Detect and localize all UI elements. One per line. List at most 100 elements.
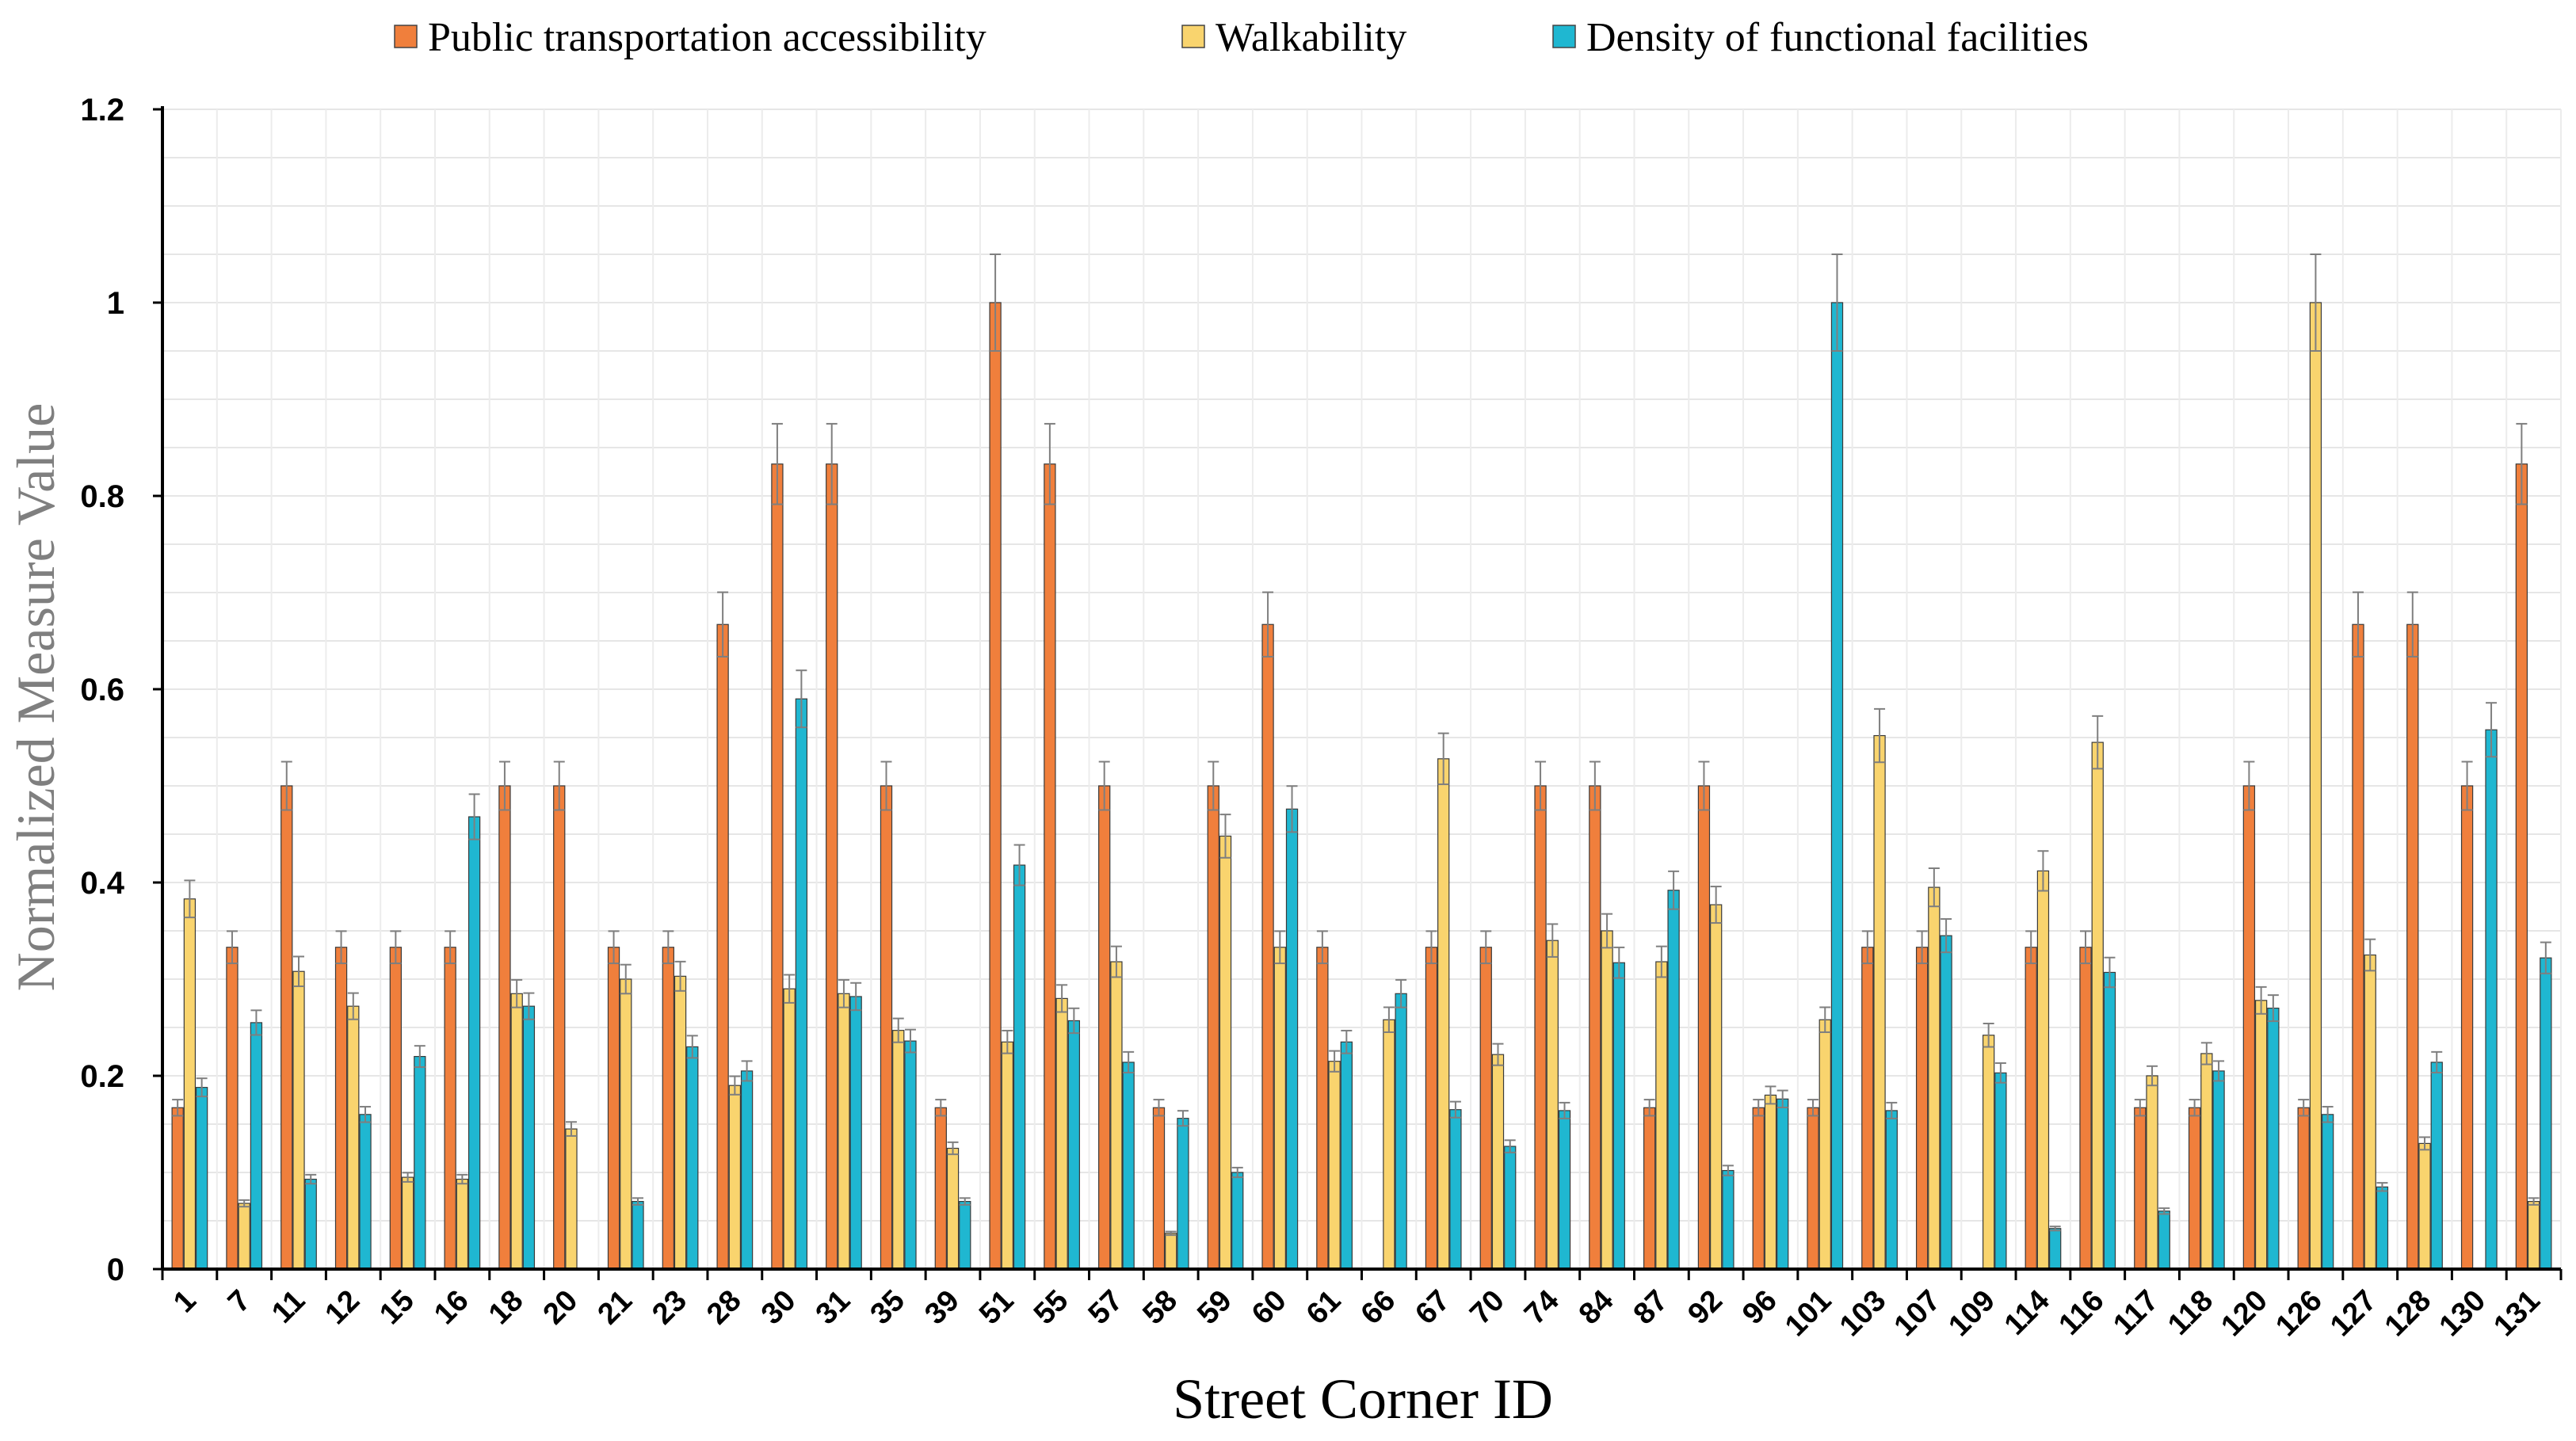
bar-12-0 [826, 463, 838, 1270]
bar-25-1 [1546, 940, 1559, 1270]
bar-4-1 [401, 1176, 414, 1270]
bar-9-1 [674, 975, 687, 1270]
bar-38-1 [2254, 1000, 2268, 1270]
bar-9-2 [686, 1046, 699, 1270]
bar-43-2 [2540, 957, 2552, 1270]
bar-23-0 [1425, 947, 1438, 1270]
bar-41-1 [2418, 1142, 2431, 1270]
bar-1-0 [226, 947, 239, 1270]
x-tick-labels: 1 7 11 12 15 16 18 20 21 23 28 30 31 35 39 51 55 57 58 59 60… [167, 1284, 2547, 1344]
y-tick-label: 0.8 [80, 479, 124, 514]
bar-22-2 [1395, 993, 1407, 1270]
bar-16-1 [1055, 997, 1068, 1270]
axes [153, 106, 2563, 1280]
bar-36-2 [2158, 1210, 2170, 1270]
bar-5-2 [467, 816, 481, 1270]
bar-15-2 [1013, 864, 1026, 1270]
bar-34-0 [2025, 947, 2037, 1270]
x-tick-label: 116 [2053, 1284, 2111, 1342]
bar-14-2 [959, 1200, 971, 1270]
bar-34-1 [2036, 870, 2050, 1270]
bar-42-2 [2485, 729, 2498, 1270]
bar-8-1 [620, 978, 632, 1270]
x-tick-label: 107 [1888, 1284, 1948, 1344]
bar-19-2 [1231, 1172, 1244, 1270]
x-tick-label: 1 [167, 1284, 203, 1320]
x-tick-label: 11 [265, 1284, 311, 1330]
bar-25-0 [1534, 785, 1547, 1270]
bar-16-2 [1067, 1020, 1081, 1270]
bar-2-1 [292, 970, 305, 1270]
bar-3-1 [347, 1005, 360, 1270]
x-tick-label: 16 [428, 1284, 475, 1332]
legend-label-density: Density of functional facilities [1586, 15, 2089, 60]
bar-37-1 [2200, 1053, 2213, 1270]
x-tick-label: 7 [222, 1284, 258, 1320]
bar-6-2 [522, 1005, 536, 1270]
bar-21-1 [1328, 1061, 1341, 1270]
bar-35-0 [2079, 947, 2092, 1270]
bar-10-1 [728, 1085, 742, 1270]
x-tick-label: 28 [700, 1284, 748, 1332]
bar-1-2 [250, 1022, 263, 1270]
bar-43-0 [2515, 463, 2528, 1270]
bar-23-2 [1449, 1109, 1462, 1270]
bar-29-1 [1764, 1094, 1777, 1270]
y-tick-label: 0.2 [80, 1059, 124, 1094]
bar-11-2 [795, 698, 808, 1270]
bar-40-2 [2376, 1186, 2389, 1270]
bar-11-1 [783, 988, 796, 1270]
x-tick-label: 30 [755, 1284, 803, 1332]
bar-20-0 [1261, 623, 1274, 1270]
bar-23-1 [1437, 758, 1450, 1270]
x-tick-label: 70 [1464, 1284, 1511, 1332]
bar-18-2 [1177, 1118, 1189, 1270]
bar-32-2 [1940, 935, 1952, 1270]
error-bars [172, 254, 2551, 1237]
bar-0-0 [171, 1107, 184, 1270]
y-tick-label: 0 [107, 1252, 124, 1287]
bar-27-1 [1655, 961, 1668, 1270]
bar-26-0 [1589, 785, 1601, 1270]
bar-36-0 [2134, 1107, 2147, 1270]
bar-35-2 [2103, 971, 2116, 1270]
bar-5-0 [444, 947, 456, 1270]
bar-30-1 [1818, 1019, 1831, 1270]
bar-4-0 [389, 947, 402, 1270]
x-tick-label: 57 [1082, 1284, 1130, 1332]
bar-14-1 [946, 1147, 960, 1270]
bar-17-1 [1110, 961, 1123, 1270]
bar-29-2 [1776, 1098, 1789, 1270]
bar-29-0 [1752, 1107, 1765, 1270]
bar-27-2 [1667, 890, 1680, 1270]
y-tick-label: 0.4 [80, 866, 124, 901]
y-axis-title: Normalized Measure Value [6, 403, 66, 992]
bar-2-0 [280, 785, 293, 1270]
bar-22-1 [1383, 1019, 1395, 1270]
bar-33-2 [1994, 1072, 2007, 1270]
bar-20-1 [1273, 947, 1286, 1270]
x-tick-label: 12 [319, 1284, 367, 1332]
bar-24-2 [1504, 1146, 1517, 1270]
x-tick-label: 103 [1834, 1284, 1893, 1344]
bar-21-0 [1316, 947, 1329, 1270]
x-tick-label: 15 [373, 1284, 421, 1332]
bar-39-2 [2322, 1114, 2334, 1270]
bar-14-0 [934, 1107, 947, 1270]
bar-6-0 [498, 785, 511, 1270]
bar-1-1 [238, 1203, 250, 1270]
bar-36-1 [2146, 1075, 2158, 1270]
bar-30-2 [1830, 302, 1844, 1270]
legend-swatch-density [1552, 25, 1576, 48]
bar-3-0 [334, 947, 348, 1270]
bar-38-0 [2242, 785, 2256, 1270]
bar-13-2 [904, 1040, 917, 1270]
x-tick-label: 96 [1736, 1284, 1784, 1332]
bar-39-1 [2309, 302, 2322, 1270]
bar-18-0 [1152, 1107, 1166, 1270]
bar-28-1 [1710, 904, 1723, 1270]
bar-15-0 [989, 302, 1002, 1270]
bar-38-2 [2267, 1007, 2280, 1270]
x-tick-label: 84 [1573, 1284, 1620, 1332]
bar-19-0 [1207, 785, 1219, 1270]
